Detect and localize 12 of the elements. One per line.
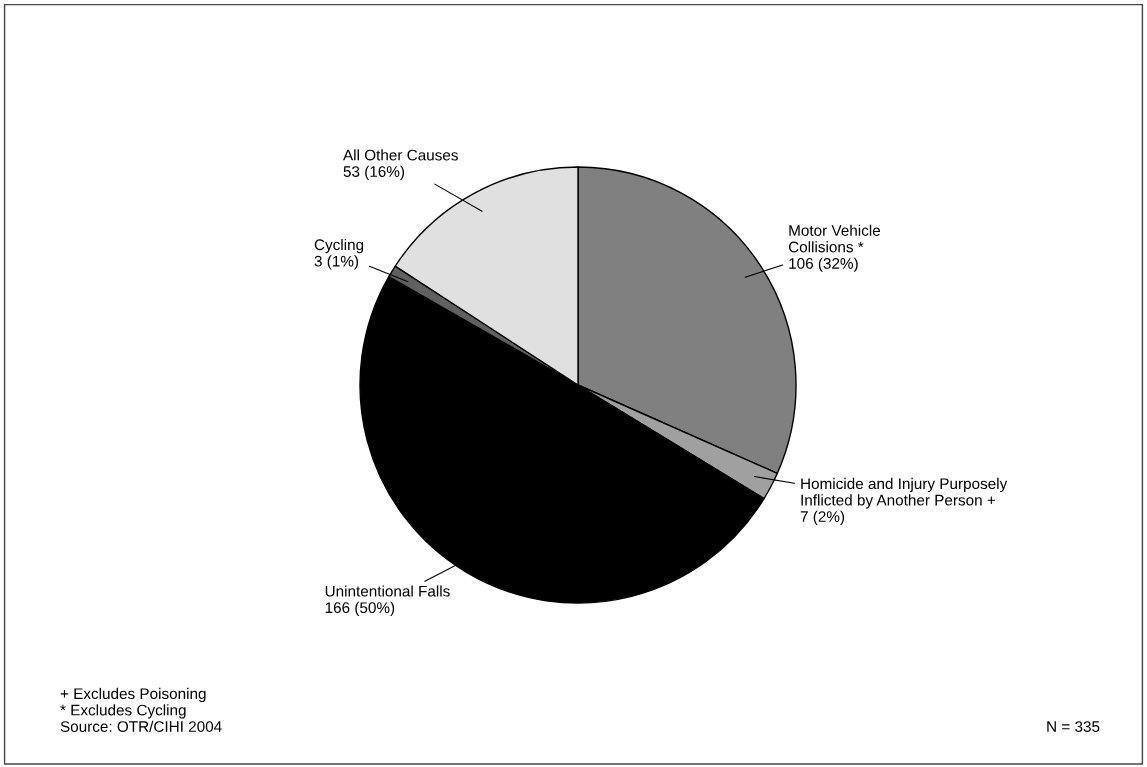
data-label: 166 (50%) — [325, 601, 395, 617]
slice-label: Motor Vehicle Collisions * — [788, 224, 881, 253]
slice-label: Unintentional Falls — [325, 585, 450, 597]
data-label: 106 (32%) — [789, 257, 858, 272]
data-label: 7 (2%) — [800, 510, 845, 525]
data-label: 53 (16%) — [343, 165, 405, 180]
slice-label: Homicide and Injury Purposely Inflicted by Another Person + — [801, 477, 1008, 509]
slice-label: Cycling — [314, 238, 364, 254]
slice-label: All Other Causes — [343, 149, 458, 161]
text: + Excludes Poisoning * Excludes Cycling Source: OTR/CIHI 2004 — [60, 687, 222, 732]
data-label: 3 (1%) — [314, 255, 359, 270]
text: N = 335 — [1047, 721, 1100, 732]
